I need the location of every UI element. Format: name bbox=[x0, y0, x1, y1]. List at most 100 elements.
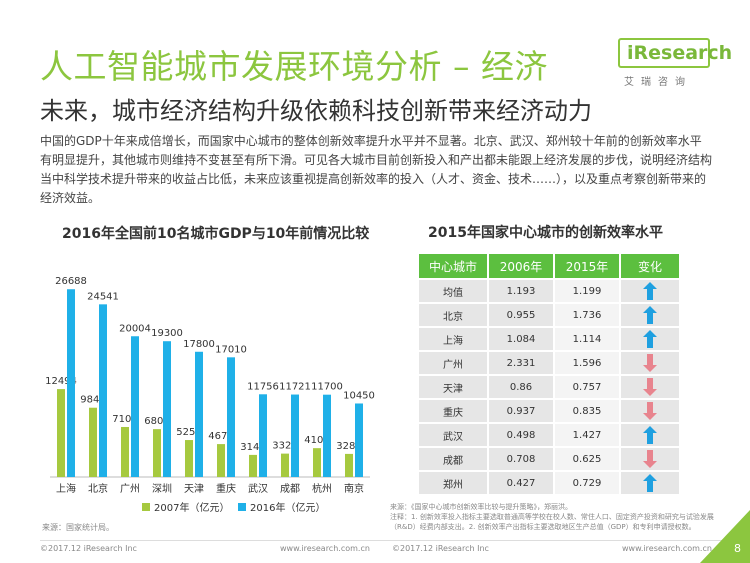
bar-2016-6 bbox=[259, 394, 267, 477]
cell-2006: 1.084 bbox=[489, 328, 553, 350]
bar-2016-8 bbox=[323, 394, 331, 477]
data-label-2016-2: 20004 bbox=[119, 323, 151, 334]
legend-swatch-1 bbox=[238, 503, 246, 511]
cell-change bbox=[621, 448, 679, 470]
cell-2015: 0.625 bbox=[555, 448, 619, 470]
arrow-up-icon bbox=[643, 306, 657, 324]
data-label-2007-3: 6802 bbox=[144, 416, 169, 427]
cell-2006: 2.331 bbox=[489, 352, 553, 374]
cell-2006: 0.498 bbox=[489, 424, 553, 446]
x-tick-label: 天津 bbox=[184, 483, 204, 495]
table-notes: 来源：《国家中心城市创新效率比较与提升策略》，郑丽洪。 注释：1. 创新效率投入… bbox=[390, 503, 714, 531]
table-row: 成都 0.708 0.625 bbox=[419, 448, 679, 470]
table-row: 上海 1.084 1.114 bbox=[419, 328, 679, 350]
cell-2015: 1.114 bbox=[555, 328, 619, 350]
bar-2007-5 bbox=[217, 444, 225, 477]
arrow-up-icon bbox=[643, 282, 657, 300]
arrow-up-icon bbox=[643, 426, 657, 444]
iresearch-logo: iResearch 艾瑞咨询 bbox=[618, 38, 732, 88]
data-label-2007-2: 7109 bbox=[112, 414, 137, 425]
col-header-change: 变化 bbox=[621, 254, 679, 278]
cell-2006: 0.708 bbox=[489, 448, 553, 470]
x-tick-label: 南京 bbox=[344, 482, 364, 495]
bar-chart-title: 2016年全国前10名城市GDP与10年前情况比较 bbox=[62, 226, 370, 242]
cell-city: 上海 bbox=[419, 328, 487, 350]
bar-2016-5 bbox=[227, 357, 235, 477]
bar-2007-8 bbox=[313, 448, 321, 477]
arrow-up-icon bbox=[643, 474, 657, 492]
bar-2016-2 bbox=[131, 336, 139, 477]
x-tick-label: 上海 bbox=[56, 482, 76, 495]
data-label-2007-8: 4100 bbox=[304, 435, 329, 446]
table-header-row: 中心城市 2006年 2015年 变化 bbox=[419, 254, 679, 278]
bar-2007-4 bbox=[185, 440, 193, 477]
arrow-up-icon bbox=[643, 330, 657, 348]
cell-2015: 0.729 bbox=[555, 472, 619, 494]
table-row: 武汉 0.498 1.427 bbox=[419, 424, 679, 446]
data-label-2007-5: 4676 bbox=[208, 431, 233, 442]
cell-city: 广州 bbox=[419, 352, 487, 374]
table-row: 天津 0.86 0.757 bbox=[419, 376, 679, 398]
cell-change bbox=[621, 400, 679, 422]
cell-change bbox=[621, 472, 679, 494]
bar-2007-1 bbox=[89, 407, 97, 477]
cell-2006: 0.86 bbox=[489, 376, 553, 398]
arrow-down-icon bbox=[643, 378, 657, 396]
data-label-2007-9: 3284 bbox=[336, 441, 361, 452]
arrow-down-icon bbox=[643, 402, 657, 420]
cell-city: 均值 bbox=[419, 280, 487, 302]
bar-2007-6 bbox=[249, 454, 257, 477]
cell-2015: 1.596 bbox=[555, 352, 619, 374]
x-tick-label: 北京 bbox=[88, 482, 108, 495]
cell-2015: 1.199 bbox=[555, 280, 619, 302]
legend-label-0: 2007年（亿元） bbox=[154, 501, 229, 514]
x-tick-label: 杭州 bbox=[312, 482, 332, 495]
data-label-2007-1: 9847 bbox=[80, 395, 105, 406]
table-row: 北京 0.955 1.736 bbox=[419, 304, 679, 326]
bar-2007-7 bbox=[281, 453, 289, 477]
data-label-2016-5: 17010 bbox=[215, 344, 247, 355]
footer-copyright-left: ©2017.12 iResearch Inc bbox=[40, 544, 137, 553]
data-label-2016-1: 24541 bbox=[87, 291, 119, 302]
arrow-down-icon bbox=[643, 450, 657, 468]
x-tick-label: 广州 bbox=[120, 483, 140, 495]
bar-2007-3 bbox=[153, 429, 161, 477]
logo-subtitle: 艾瑞咨询 bbox=[624, 77, 692, 88]
footer-copyright-right: ©2017.12 iResearch Inc bbox=[392, 544, 489, 553]
cell-2015: 1.427 bbox=[555, 424, 619, 446]
data-label-2016-8: 11700 bbox=[311, 382, 343, 393]
bar-2007-9 bbox=[345, 453, 353, 477]
cell-change bbox=[621, 280, 679, 302]
table-row: 均值 1.193 1.199 bbox=[419, 280, 679, 302]
cell-2006: 0.955 bbox=[489, 304, 553, 326]
cell-change bbox=[621, 352, 679, 374]
page-title: 人工智能城市发展环境分析 – 经济 bbox=[40, 47, 548, 86]
cell-city: 成都 bbox=[419, 448, 487, 470]
bar-2007-2 bbox=[121, 426, 129, 477]
page-subtitle: 未来，城市经济结构升级依赖科技创新带来经济动力 bbox=[40, 97, 592, 125]
logo-wordmark: iResearch bbox=[618, 38, 732, 68]
arrow-down-icon bbox=[643, 354, 657, 372]
cell-2015: 0.757 bbox=[555, 376, 619, 398]
data-label-2016-7: 11721 bbox=[279, 382, 311, 393]
data-label-2007-7: 3324 bbox=[272, 441, 297, 452]
intro-paragraph: 中国的GDP十年来成倍增长，而国家中心城市的整体创新效率提升水平并不显著。北京、… bbox=[40, 134, 713, 205]
innovation-efficiency-table: 中心城市 2006年 2015年 变化 均值 1.193 1.199 北京 0.955 1… bbox=[417, 252, 681, 496]
bar-chart-source: 来源：国家统计局。 bbox=[42, 523, 114, 532]
col-header-city: 中心城市 bbox=[419, 254, 487, 278]
cell-2006: 0.937 bbox=[489, 400, 553, 422]
table-row: 郑州 0.427 0.729 bbox=[419, 472, 679, 494]
cell-city: 重庆 bbox=[419, 400, 487, 422]
data-label-2016-4: 17800 bbox=[183, 339, 215, 350]
cell-city: 天津 bbox=[419, 376, 487, 398]
cell-city: 北京 bbox=[419, 304, 487, 326]
cell-2015: 1.736 bbox=[555, 304, 619, 326]
footer-url-right: www.iresearch.com.cn bbox=[622, 544, 712, 553]
data-label-2007-6: 3142 bbox=[240, 442, 265, 453]
col-header-2006: 2006年 bbox=[489, 254, 553, 278]
cell-city: 郑州 bbox=[419, 472, 487, 494]
data-label-2016-3: 19300 bbox=[151, 328, 183, 339]
bar-2016-9 bbox=[355, 403, 363, 477]
bar-2016-7 bbox=[291, 394, 299, 477]
cell-change bbox=[621, 328, 679, 350]
